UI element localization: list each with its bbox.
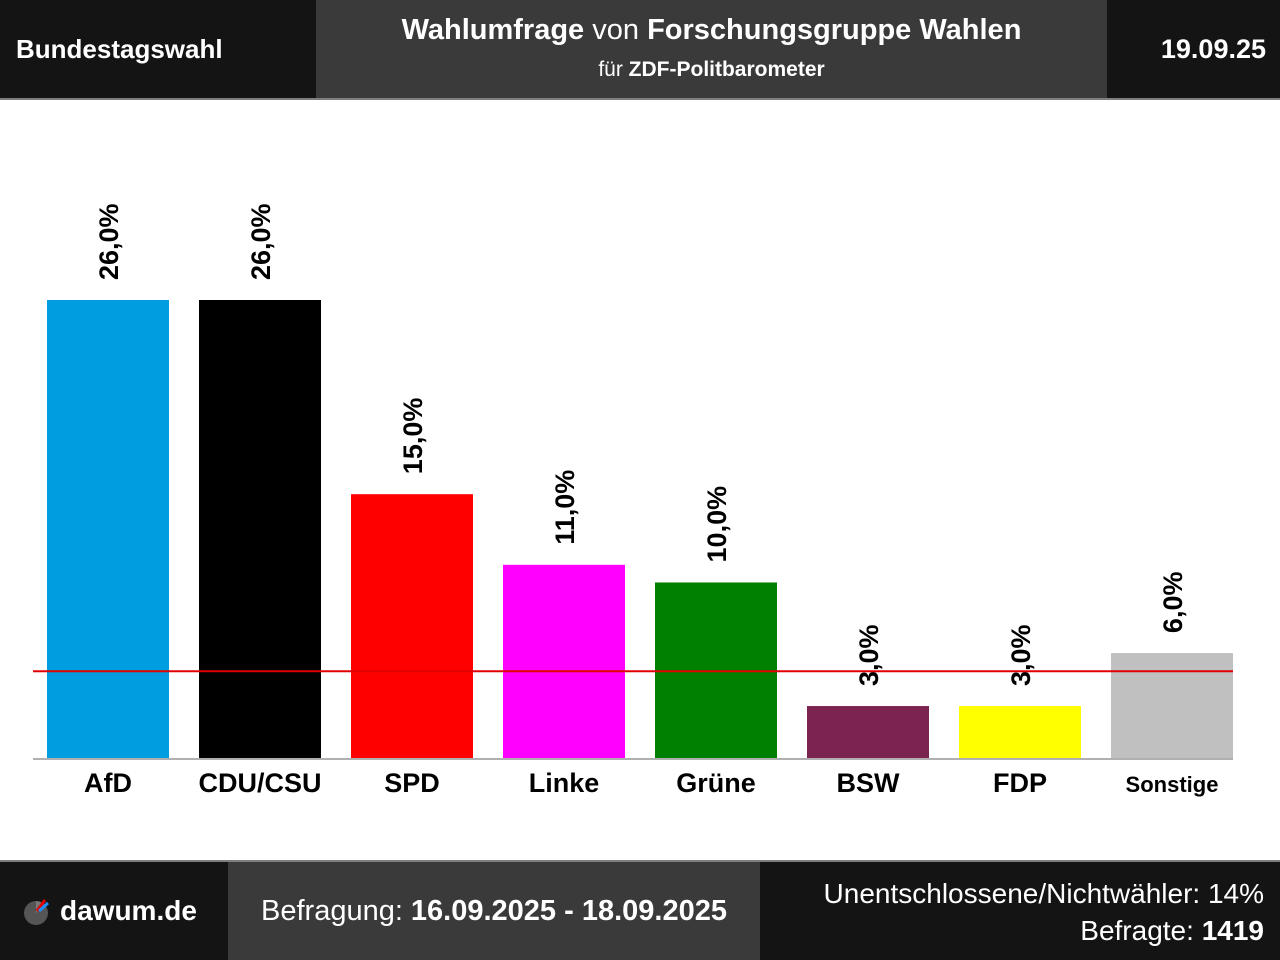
poll-title: Wahlumfrage von Forschungsgruppe Wahlen bbox=[316, 14, 1107, 47]
brand-name: dawum.de bbox=[60, 895, 197, 926]
value-label-bsw: 3,0% bbox=[854, 624, 884, 686]
pollster-name: Forschungsgruppe Wahlen bbox=[647, 14, 1022, 46]
bar-sonstige bbox=[1111, 653, 1233, 759]
poll-subtitle-connector: für bbox=[598, 58, 623, 81]
brand[interactable]: dawum.de bbox=[0, 862, 228, 960]
bar-spd bbox=[351, 494, 473, 759]
poll-stats: Unentschlossene/Nichtwähler: 14% Befragt… bbox=[760, 862, 1280, 960]
election-title: Bundestagswahl bbox=[0, 0, 316, 98]
footer: dawum.de Befragung: 16.09.2025 - 18.09.2… bbox=[0, 860, 1280, 960]
poll-title-connector: von bbox=[592, 14, 640, 46]
respondents-line: Befragte: 1419 bbox=[1080, 915, 1264, 947]
category-label-bsw: BSW bbox=[837, 768, 901, 798]
value-label-fdp: 3,0% bbox=[1006, 624, 1036, 686]
value-label-linke: 11,0% bbox=[550, 470, 580, 545]
poll-title-panel: Wahlumfrage von Forschungsgruppe Wahlen … bbox=[316, 0, 1107, 98]
poll-bar-chart: 26,0% 26,0% 15,0% 11,0% 10,0% 3,0% 3,0% 6,0% Af… bbox=[33, 203, 1233, 798]
value-label-gr-ne: 10,0% bbox=[702, 486, 732, 563]
category-label-linke: Linke bbox=[529, 768, 600, 798]
dawum-logo-icon bbox=[24, 899, 49, 925]
header: Bundestagswahl Wahlumfrage von Forschung… bbox=[0, 0, 1280, 100]
respondents-count: 1419 bbox=[1201, 915, 1264, 946]
bar-linke bbox=[503, 564, 625, 759]
bar-afd bbox=[47, 300, 169, 759]
category-label-cdu-csu: CDU/CSU bbox=[198, 768, 321, 798]
poll-title-word: Wahlumfrage bbox=[401, 14, 585, 46]
survey-period: 16.09.2025 - 18.09.2025 bbox=[410, 894, 727, 927]
category-label-fdp: FDP bbox=[993, 768, 1047, 798]
undecided-share: Unentschlossene/Nichtwähler: 14% bbox=[823, 878, 1264, 909]
bar-fdp bbox=[959, 706, 1081, 759]
category-label-spd: SPD bbox=[384, 768, 440, 798]
category-label-gr-ne: Grüne bbox=[676, 768, 756, 798]
poll-date: 19.09.25 bbox=[1107, 0, 1280, 98]
bar-cdu-csu bbox=[199, 300, 321, 759]
client-name: ZDF-Politbarometer bbox=[628, 58, 825, 81]
value-label-spd: 15,0% bbox=[398, 398, 428, 475]
category-label-afd: AfD bbox=[84, 768, 132, 798]
survey-period-panel: Befragung: 16.09.2025 - 18.09.2025 bbox=[228, 862, 760, 960]
category-label-sonstige: Sonstige bbox=[1126, 772, 1219, 797]
value-label-sonstige: 6,0% bbox=[1158, 572, 1188, 634]
value-label-afd: 26,0% bbox=[94, 203, 124, 280]
survey-label: Befragung: bbox=[261, 894, 403, 927]
value-label-cdu-csu: 26,0% bbox=[246, 203, 276, 280]
bar-bsw bbox=[807, 706, 929, 759]
respondents-label: Befragte: bbox=[1080, 915, 1194, 946]
poll-subtitle: für ZDF-Politbarometer bbox=[316, 58, 1107, 82]
